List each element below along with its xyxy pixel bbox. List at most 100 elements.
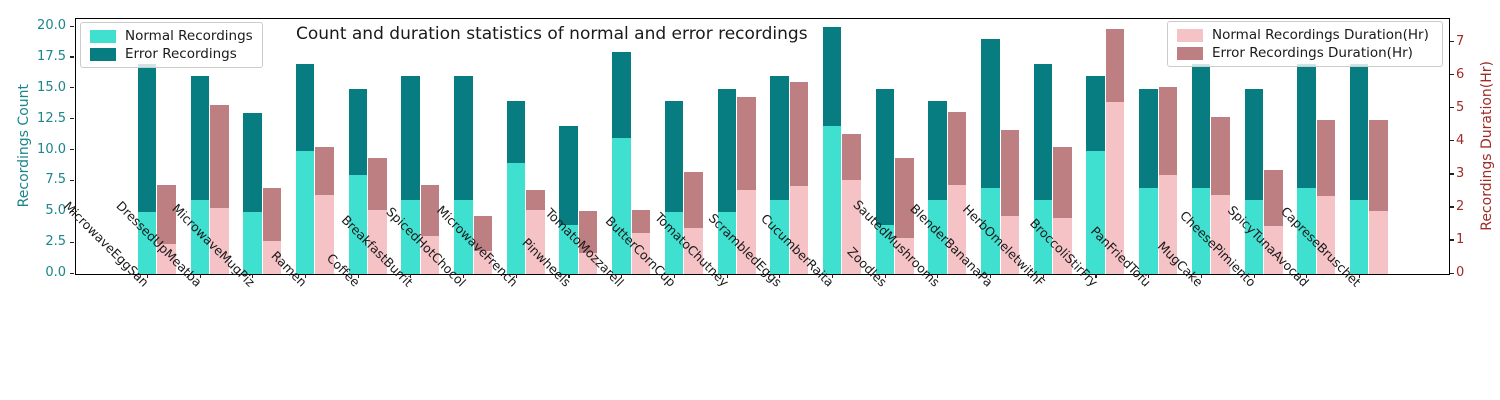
x-tick-mark [1253, 274, 1255, 278]
bar-error-duration-TomatoMozzarell [631, 209, 651, 233]
bar-normal-duration-Coffee [368, 209, 387, 274]
bar-normal-count-ButterCornCup [664, 212, 684, 274]
bar-normal-count-HerbOmeletwithF [1033, 199, 1053, 274]
bar-normal-count-TomatoChutney [717, 212, 736, 274]
x-tick-mark [252, 274, 254, 278]
bar-normal-duration-PanFriedTofu [1158, 174, 1178, 274]
left-tick-mark [70, 272, 74, 274]
bar-error-duration-HerbOmeletwithF [1053, 146, 1072, 218]
bar-normal-duration-MugCake [1211, 194, 1230, 274]
bar-error-count-TomatoMozzarell [612, 51, 631, 139]
bar-error-duration-SautedMushrooms [947, 112, 967, 185]
bar-normal-duration-CheesePimiento [1264, 226, 1283, 274]
bar-normal-count-Pinwheels [559, 224, 578, 274]
right-axis-label-strip: Recordings Duration(Hr) [1479, 18, 1495, 273]
bar-error-duration-Coffee [368, 158, 387, 210]
left-tick-mark [70, 241, 74, 243]
bar-normal-duration-SpicyTunaAvocad [1316, 196, 1336, 274]
left-ytick-label: 5.0 [45, 203, 66, 219]
bar-error-duration-TomatoChutney [737, 97, 756, 190]
bar-normal-count-MicrowaveFrench [506, 162, 526, 274]
bar-normal-count-SpicyTunaAvocad [1297, 187, 1316, 274]
bar-error-count-BreakfastBurrit [401, 76, 420, 200]
right-ytick-label: 0 [1456, 265, 1465, 280]
bar-normal-duration-Ramen [315, 194, 334, 274]
bar-normal-duration-BroccoliStirFry [1105, 102, 1125, 274]
legend-item-error-duration: Error Recordings Duration(Hr) [1168, 45, 1442, 61]
left-tick-mark [70, 149, 74, 151]
bar-error-count-DressedUpMeatba [190, 76, 209, 200]
error-recordings-swatch [90, 47, 116, 61]
bar-normal-duration-SautedMushrooms [947, 184, 967, 274]
bar-error-duration-ButterCornCup [684, 171, 703, 228]
left-ytick-label: 12.5 [37, 110, 66, 126]
bar-normal-duration-SpicedHotChocol [473, 250, 492, 274]
bar-error-count-TomatoChutney [717, 88, 736, 213]
legend-label: Normal Recordings [125, 28, 253, 44]
bar-error-count-CucumberRaita [822, 27, 842, 126]
left-axis-label: Recordings Count [16, 83, 32, 208]
bar-normal-count-BlenderBananaPa [981, 187, 1000, 274]
bar-error-count-Ramen [295, 64, 315, 151]
right-ytick-label: 2 [1456, 198, 1465, 214]
legend-item-normal-recordings: Normal Recordings [81, 28, 262, 44]
right-tick-mark [1450, 272, 1454, 274]
bar-normal-count-MicrowaveEggSan [137, 212, 157, 274]
bar-error-duration-PanFriedTofu [1158, 87, 1178, 175]
legend-label: Error Recordings [125, 46, 237, 62]
x-tick-mark [621, 274, 623, 278]
bar-normal-count-CapreseBruschet [1349, 199, 1369, 274]
bar-error-duration-Ramen [315, 146, 334, 195]
bar-normal-duration-MicrowaveMugPiz [262, 240, 282, 274]
right-ytick-label: 7 [1456, 33, 1465, 49]
right-tick-mark [1450, 74, 1454, 76]
bar-normal-duration-HerbOmeletwithF [1053, 217, 1072, 274]
bar-error-count-SpicyTunaAvocad [1297, 64, 1316, 188]
bar-normal-count-SpicedHotChocol [454, 199, 473, 274]
bar-normal-duration-DressedUpMeatba [210, 207, 229, 274]
bar-error-count-PanFriedTofu [1139, 88, 1158, 188]
right-ytick-label: 5 [1456, 99, 1465, 115]
bar-normal-count-CucumberRaita [822, 125, 842, 274]
x-tick-mark [726, 274, 728, 278]
legend-label: Normal Recordings Duration(Hr) [1212, 27, 1429, 43]
bar-error-duration-BreakfastBurrit [420, 184, 440, 236]
bar-error-count-BroccoliStirFry [1086, 76, 1105, 151]
x-tick-mark [831, 274, 834, 278]
left-ytick-label: 15.0 [37, 79, 66, 95]
x-tick-mark [146, 274, 148, 278]
bar-normal-duration-ScrambledEggs [789, 186, 809, 274]
bar-normal-count-BroccoliStirFry [1086, 150, 1105, 274]
bar-error-count-MicrowaveFrench [506, 101, 526, 163]
bar-normal-duration-Pinwheels [578, 252, 598, 274]
bar-error-count-ScrambledEggs [770, 76, 789, 200]
left-ytick-label: 0.0 [45, 265, 66, 280]
legend-durations: Normal Recordings Duration(Hr) Error Rec… [1167, 21, 1443, 67]
bar-normal-count-SautedMushrooms [928, 199, 947, 274]
right-ytick-label: 3 [1456, 165, 1465, 181]
bar-error-count-MicrowaveEggSan [137, 64, 157, 213]
bar-normal-count-ScrambledEggs [770, 199, 789, 274]
bar-error-duration-MicrowaveFrench [526, 189, 545, 210]
bar-error-duration-BroccoliStirFry [1105, 29, 1125, 103]
x-tick-mark [990, 274, 992, 278]
x-tick-mark [357, 274, 359, 278]
left-tick-mark [70, 210, 74, 212]
bar-error-duration-MicrowaveEggSan [157, 184, 176, 245]
bar-normal-count-Zoodles [875, 224, 895, 274]
x-tick-mark [673, 274, 675, 278]
bar-normal-duration-MicrowaveEggSan [157, 244, 176, 274]
right-ytick-label: 4 [1456, 132, 1465, 148]
x-tick-mark [568, 274, 570, 278]
bar-error-count-ButterCornCup [664, 101, 684, 213]
bar-error-count-Pinwheels [559, 125, 578, 225]
left-axis-label-strip: Recordings Count [16, 18, 32, 273]
right-tick-mark [1450, 206, 1454, 208]
legend-counts: Normal Recordings Error Recordings [80, 22, 263, 68]
bar-normal-duration-Zoodles [895, 237, 914, 274]
x-tick-mark [410, 274, 412, 278]
left-ytick-label: 2.5 [45, 234, 66, 250]
bar-normal-count-PanFriedTofu [1139, 187, 1158, 274]
right-axis-label: Recordings Duration(Hr) [1479, 60, 1495, 231]
